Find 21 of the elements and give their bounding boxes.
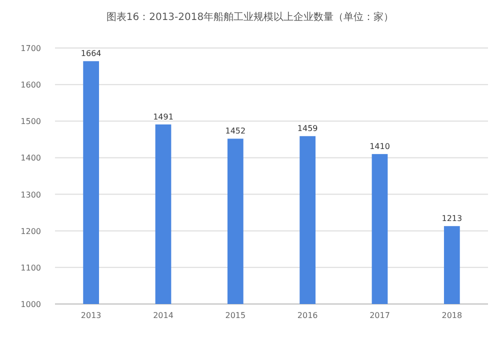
x-tick-label: 2018	[442, 311, 462, 320]
x-tick-label: 2016	[297, 311, 318, 320]
data-label: 1410	[370, 142, 390, 152]
y-tick-label: 1600	[20, 80, 41, 90]
data-label: 1459	[297, 124, 318, 134]
x-tick-label: 2015	[225, 311, 246, 320]
y-tick-label: 1500	[20, 117, 41, 126]
y-tick-label: 1000	[20, 300, 41, 309]
y-tick-label: 1300	[20, 190, 41, 200]
x-tick-label: 2014	[153, 311, 174, 320]
chart-title: 图表16：2013-2018年船舶工业规模以上企业数量（单位：家）	[106, 11, 394, 23]
x-tick-label: 2017	[370, 311, 390, 320]
data-label: 1213	[442, 214, 462, 224]
y-tick-label: 1400	[20, 154, 41, 163]
y-tick-label: 1100	[20, 263, 41, 272]
data-label: 1452	[225, 126, 246, 136]
x-tick-label: 2013	[80, 311, 102, 320]
data-label: 1664	[80, 49, 102, 58]
data-label: 1491	[153, 112, 174, 122]
y-tick-label: 1200	[20, 226, 41, 236]
y-tick-label: 1700	[20, 44, 41, 53]
